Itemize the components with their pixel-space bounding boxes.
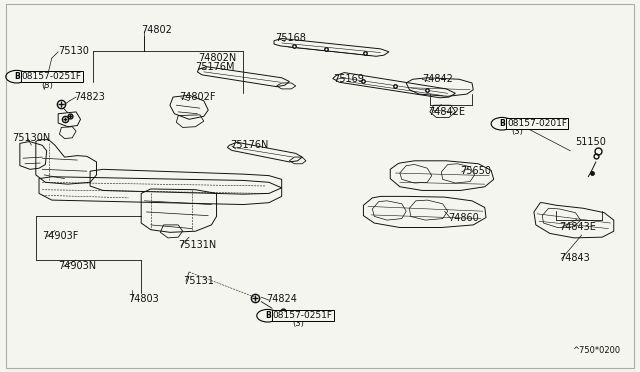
Text: 75169: 75169: [333, 74, 364, 84]
Text: 75176M: 75176M: [195, 62, 235, 73]
Text: 08157-0251F: 08157-0251F: [273, 311, 333, 320]
Text: 75131N: 75131N: [178, 240, 216, 250]
Text: 74903N: 74903N: [58, 261, 96, 271]
Text: (3): (3): [292, 319, 304, 328]
Text: ^750*0200: ^750*0200: [572, 346, 620, 355]
Text: (3): (3): [511, 126, 524, 136]
Text: 74802N: 74802N: [198, 53, 237, 63]
Text: B: B: [499, 119, 505, 128]
Text: 51150: 51150: [575, 137, 606, 147]
Text: 75168: 75168: [275, 33, 306, 43]
Text: 08157-0201F: 08157-0201F: [507, 119, 567, 128]
Text: 75130: 75130: [58, 46, 89, 56]
Text: 74802F: 74802F: [179, 92, 216, 102]
Text: 74903F: 74903F: [42, 231, 79, 241]
Text: 75131: 75131: [182, 276, 214, 285]
Text: B: B: [14, 72, 20, 81]
Text: 74823: 74823: [74, 92, 105, 102]
Text: 75650: 75650: [461, 166, 492, 176]
Text: 74843E: 74843E: [559, 222, 596, 232]
Text: 74860: 74860: [448, 212, 479, 222]
Text: 74843: 74843: [559, 253, 590, 263]
Text: 74802: 74802: [141, 25, 172, 35]
Text: (3): (3): [42, 81, 54, 90]
Text: 74842E: 74842E: [429, 107, 465, 117]
Text: 74842: 74842: [422, 74, 453, 84]
Text: B: B: [265, 311, 271, 320]
Text: 75176N: 75176N: [230, 140, 269, 150]
Text: 74803: 74803: [129, 294, 159, 304]
Text: 75130N: 75130N: [12, 133, 51, 143]
Text: 74824: 74824: [266, 294, 296, 304]
Text: 08157-0251F: 08157-0251F: [22, 72, 82, 81]
